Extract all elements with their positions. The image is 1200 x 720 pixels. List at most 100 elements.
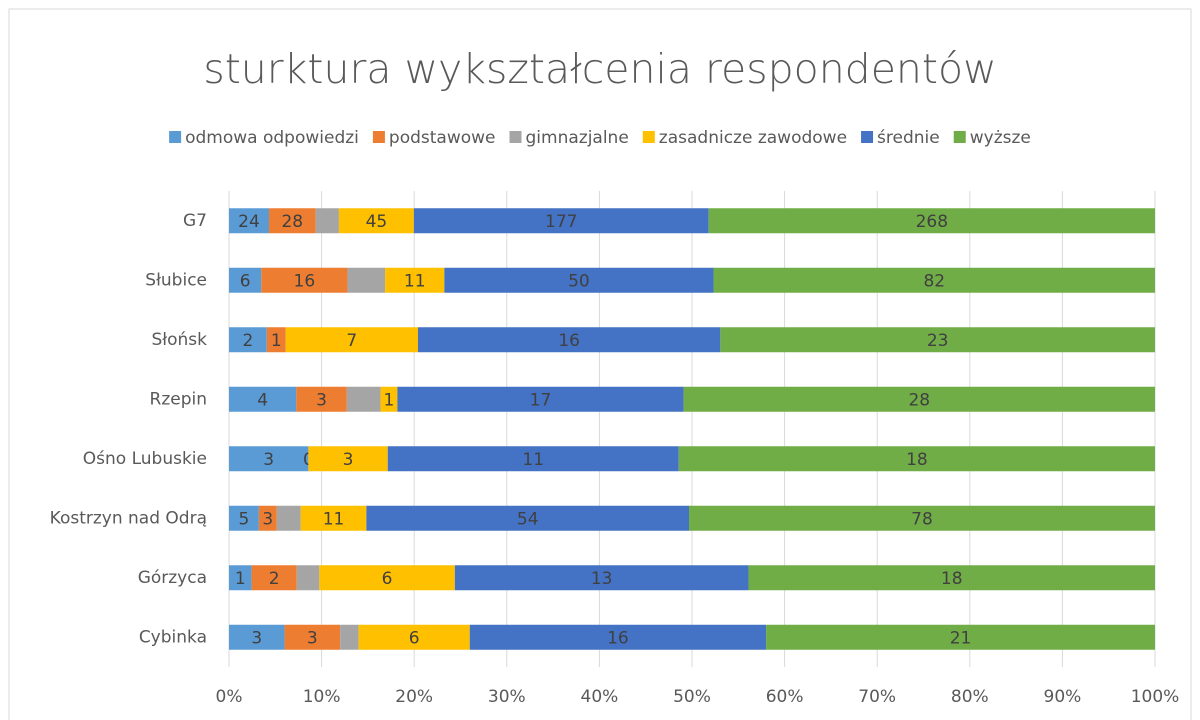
data-label: 3 [343, 450, 354, 470]
bar-segment [300, 505, 367, 531]
chart-title: sturktura wykształcenia respondentów [203, 45, 996, 93]
y-tick-label: Słońsk [152, 330, 208, 350]
legend-swatch [642, 131, 655, 143]
x-tick-label: 80% [951, 687, 989, 707]
x-tick-label: 40% [581, 687, 619, 707]
legend-label: zasadnicze zawodowe [659, 128, 847, 148]
data-label: 1 [235, 569, 246, 589]
x-tick-label: 100% [1131, 687, 1180, 707]
data-label: 18 [941, 569, 963, 589]
x-tick-label: 60% [766, 687, 804, 707]
data-label: 11 [522, 450, 544, 470]
bar-segment [454, 565, 749, 591]
legend-label: odmowa odpowiedzi [185, 128, 359, 148]
data-label: 16 [294, 271, 316, 291]
data-label: 24 [238, 212, 260, 232]
legend-label: średnie [877, 128, 940, 148]
chart-border [8, 8, 1192, 720]
bar-segment [229, 446, 309, 472]
data-label: 23 [927, 331, 949, 351]
bar-segment [229, 565, 252, 591]
data-label: 177 [545, 212, 577, 232]
bar-segment [748, 565, 1155, 591]
bar-segment [417, 327, 721, 353]
legend-label: podstawowe [389, 128, 496, 148]
bar-segment [766, 624, 1155, 650]
bar-segment [296, 386, 347, 412]
bar-segment [469, 624, 767, 650]
data-label: 3 [263, 450, 274, 470]
data-label: 4 [257, 390, 268, 410]
data-label: 7 [346, 331, 357, 351]
x-tick-label: 20% [395, 687, 433, 707]
data-label: 3 [316, 390, 327, 410]
bar-segment [366, 505, 690, 531]
data-label: 2 [269, 569, 280, 589]
data-label: 82 [923, 271, 945, 291]
bar-segment [229, 267, 262, 293]
data-label: 6 [240, 271, 251, 291]
y-tick-label: Górzyca [138, 568, 207, 588]
bar-segment [229, 327, 267, 353]
data-label: 6 [382, 569, 393, 589]
data-label: 6 [409, 628, 420, 648]
legend-swatch [953, 131, 966, 143]
data-label: 5 [239, 509, 250, 529]
bar-segment [308, 446, 388, 472]
data-label: 28 [281, 212, 303, 232]
y-tick-label: Cybinka [139, 627, 207, 647]
legend-label: wyższe [970, 128, 1031, 148]
y-tick-label: Kostrzyn nad Odrą [50, 508, 207, 528]
bar-segment [229, 386, 297, 412]
bar-segment [413, 208, 709, 234]
bar-segment [678, 446, 1155, 472]
bar-segment [713, 267, 1155, 293]
data-label: 2 [242, 331, 253, 351]
bar-segment [340, 624, 359, 650]
bar-segment [385, 267, 445, 293]
bar-segment [683, 386, 1155, 412]
y-tick-label: Rzepin [150, 389, 207, 409]
bar-segment [380, 386, 398, 412]
data-label: 45 [366, 212, 388, 232]
data-label: 3 [251, 628, 262, 648]
data-label: 54 [517, 509, 539, 529]
bar-segment [285, 327, 418, 353]
y-tick-label: Ośno Lubuskie [83, 449, 207, 469]
bar-segment [229, 208, 269, 234]
legend-swatch [169, 131, 182, 143]
legend-swatch [372, 131, 385, 143]
bar-segment [276, 505, 301, 531]
bar-segment [346, 386, 381, 412]
bar-segment [229, 505, 259, 531]
bar-segment [689, 505, 1155, 531]
bar-segment [387, 446, 679, 472]
data-label: 268 [916, 212, 948, 232]
data-label: 11 [323, 509, 345, 529]
bar-segment [261, 267, 348, 293]
bar-segment [347, 267, 386, 293]
data-label: 18 [906, 450, 928, 470]
legend-swatch [861, 131, 874, 143]
bar-segment [251, 565, 297, 591]
data-label: 3 [307, 628, 318, 648]
data-label: 28 [908, 390, 930, 410]
data-label: 17 [530, 390, 552, 410]
bar-segment [296, 565, 320, 591]
x-tick-label: 70% [858, 687, 896, 707]
data-label: 3 [262, 509, 273, 529]
data-label: 78 [911, 509, 933, 529]
bar-segment [315, 208, 339, 234]
x-tick-label: 50% [673, 687, 711, 707]
bar-segment [258, 505, 277, 531]
data-label: 21 [950, 628, 972, 648]
data-label: 1 [384, 390, 395, 410]
x-tick-label: 90% [1044, 687, 1082, 707]
bar-segment [358, 624, 470, 650]
bar-segment [338, 208, 414, 234]
bar-segment [444, 267, 714, 293]
bar-segment [229, 624, 285, 650]
legend-label: gimnazjalne [526, 128, 629, 148]
data-label: 50 [568, 271, 590, 291]
